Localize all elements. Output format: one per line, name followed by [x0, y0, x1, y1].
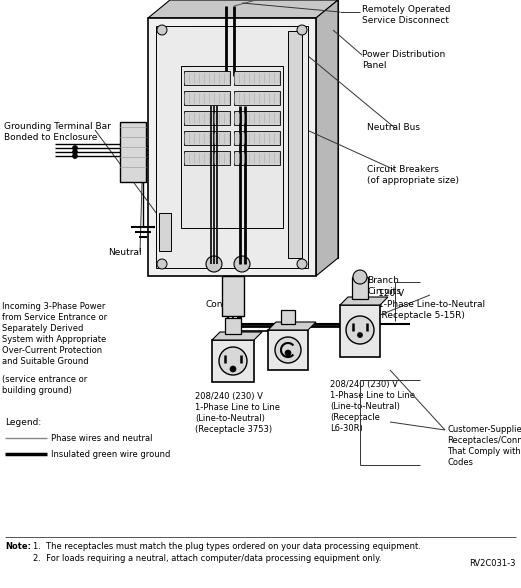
Circle shape — [72, 145, 78, 151]
Circle shape — [206, 256, 222, 272]
Text: Circuit Breakers
(of appropriate size): Circuit Breakers (of appropriate size) — [367, 165, 459, 185]
Bar — [225, 318, 241, 334]
Circle shape — [346, 316, 374, 344]
Text: Neutral: Neutral — [108, 248, 142, 257]
Bar — [120, 122, 146, 182]
Bar — [212, 340, 254, 382]
Bar — [340, 305, 380, 357]
Polygon shape — [212, 332, 262, 340]
Bar — [159, 213, 171, 251]
Text: Power Distribution
Panel: Power Distribution Panel — [362, 50, 445, 70]
Bar — [156, 26, 308, 268]
Circle shape — [230, 366, 236, 372]
Circle shape — [297, 25, 307, 35]
Circle shape — [234, 256, 250, 272]
Bar — [181, 66, 283, 228]
Text: Ground: Ground — [155, 229, 188, 238]
Polygon shape — [340, 297, 388, 305]
Bar — [170, 0, 338, 258]
Text: Neutral Bus: Neutral Bus — [367, 123, 420, 132]
Circle shape — [157, 25, 167, 35]
Text: Remotely Operated
Service Disconnect: Remotely Operated Service Disconnect — [362, 5, 451, 25]
Polygon shape — [316, 0, 338, 276]
Bar — [352, 277, 368, 299]
Bar — [184, 71, 230, 85]
Circle shape — [353, 270, 367, 284]
Bar — [184, 111, 230, 125]
Bar — [184, 151, 230, 165]
Circle shape — [157, 259, 167, 269]
Circle shape — [357, 332, 363, 338]
Circle shape — [285, 350, 291, 356]
Text: Phase wires and neutral: Phase wires and neutral — [51, 434, 153, 443]
Text: Conduit: Conduit — [205, 300, 240, 309]
Circle shape — [72, 153, 78, 159]
Text: Customer-Supplied
Receptacles/Connectors
That Comply with Local
Codes: Customer-Supplied Receptacles/Connectors… — [447, 425, 521, 467]
Text: Insulated green wire ground: Insulated green wire ground — [51, 450, 170, 459]
Text: Branch
Circuits: Branch Circuits — [367, 276, 401, 296]
Text: 208/240 (230) V
1-Phase Line to Line
(Line-to-Neutral)
(Receptacle 3753): 208/240 (230) V 1-Phase Line to Line (Li… — [195, 392, 280, 435]
Bar — [234, 131, 280, 145]
Bar — [234, 151, 280, 165]
Text: RV2C031-3: RV2C031-3 — [469, 559, 516, 568]
Bar — [268, 330, 308, 370]
Circle shape — [72, 149, 78, 155]
Bar — [184, 131, 230, 145]
Text: Grounding Terminal Bar
Bonded to Enclosure: Grounding Terminal Bar Bonded to Enclosu… — [4, 122, 111, 142]
Bar — [222, 276, 244, 316]
Circle shape — [275, 337, 301, 363]
Text: 2.  For loads requiring a neutral, attach computer/data processing equipment onl: 2. For loads requiring a neutral, attach… — [33, 554, 381, 563]
Text: Note:: Note: — [5, 542, 31, 551]
Text: 208/240 (230) V
1-Phase Line to Line
(Line-to-Neutral)
(Receptacle
L6-30R): 208/240 (230) V 1-Phase Line to Line (Li… — [330, 380, 415, 433]
Bar — [234, 111, 280, 125]
Circle shape — [219, 347, 247, 375]
Text: 120 V
1-Phase Line-to-Neutral
(Receptacle 5-15R): 120 V 1-Phase Line-to-Neutral (Receptacl… — [378, 289, 485, 320]
Bar — [234, 71, 280, 85]
Polygon shape — [148, 0, 338, 18]
Bar — [148, 18, 316, 276]
Circle shape — [297, 259, 307, 269]
Bar — [288, 31, 302, 258]
Text: 1.  The receptacles must match the plug types ordered on your data processing eq: 1. The receptacles must match the plug t… — [33, 542, 421, 551]
Bar — [234, 91, 280, 105]
Text: Legend:: Legend: — [5, 418, 41, 427]
Bar — [184, 91, 230, 105]
Bar — [281, 310, 295, 324]
Text: (service entrance or
building ground): (service entrance or building ground) — [2, 375, 87, 395]
Text: Incoming 3-Phase Power
from Service Entrance or
Separately Derived
System with A: Incoming 3-Phase Power from Service Entr… — [2, 302, 107, 366]
Polygon shape — [268, 322, 316, 330]
